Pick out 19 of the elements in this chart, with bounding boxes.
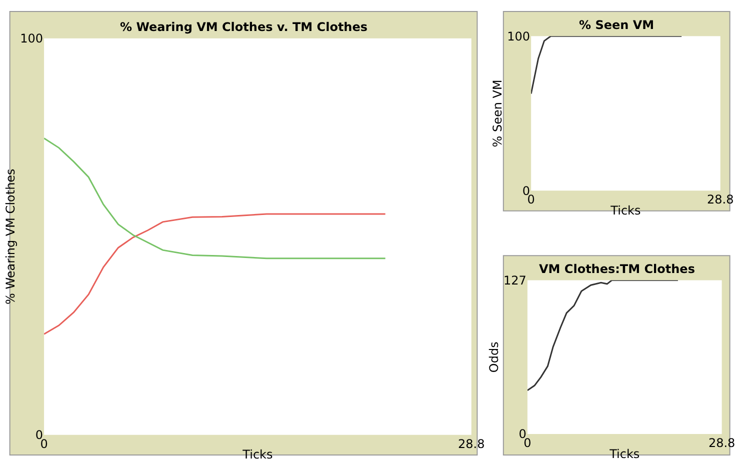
y-axis-title: % Seen VM	[490, 80, 504, 148]
line-series	[44, 213, 386, 335]
x-tick-label: 28.8	[708, 436, 736, 450]
x-tick-label: 28.8	[706, 192, 734, 207]
line-series	[531, 36, 682, 95]
y-tick-label: 100	[20, 32, 44, 46]
chart-title: VM Clothes:TM Clothes	[539, 262, 695, 276]
y-axis-title: % Wearing VM Clothes	[3, 168, 18, 304]
x-axis-title: Ticks	[242, 448, 273, 462]
x-tick-label: 28.8	[458, 436, 485, 451]
line-series	[44, 138, 386, 260]
x-axis-title: Ticks	[610, 204, 641, 218]
y-tick-label: 127	[504, 273, 526, 288]
x-axis-title: Ticks	[608, 446, 640, 461]
line-series	[527, 280, 679, 392]
y-axis-title: Odds	[486, 342, 501, 373]
y-tick-label: 100	[507, 29, 530, 44]
chart-title: % Seen VM	[579, 18, 654, 32]
chart-title: % Wearing VM Clothes v. TM Clothes	[120, 20, 368, 34]
